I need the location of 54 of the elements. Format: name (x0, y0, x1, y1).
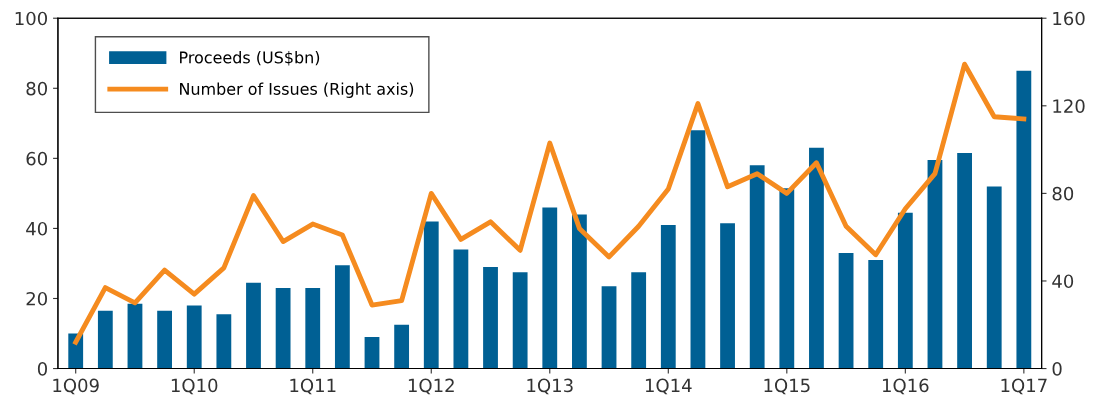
bar (364, 337, 380, 369)
bar (631, 272, 647, 369)
y2-tick-label: 160 (1053, 11, 1085, 26)
bar (97, 310, 113, 369)
bar (394, 324, 410, 369)
bar (572, 214, 587, 369)
x-tick-label: 1Q15 (764, 378, 810, 395)
legend-label: Number of Issues (Right axis) (180, 82, 414, 98)
y-tick-label: 20 (26, 291, 48, 306)
x-tick-label: 1Q10 (171, 378, 218, 395)
bar (957, 153, 972, 369)
bar (838, 252, 854, 369)
bar (246, 282, 261, 369)
legend-label: Proceeds (US$bn) (180, 51, 320, 66)
y2-tick-label: 80 (1052, 186, 1074, 201)
bar (897, 212, 913, 369)
bar (986, 186, 1002, 369)
x-tick-label: 1Q14 (645, 378, 692, 395)
bar (423, 221, 439, 369)
x-tick-label: 1Q09 (53, 378, 99, 395)
y-tick-label: 60 (26, 151, 48, 166)
x-tick-label: 1Q13 (527, 378, 573, 395)
bar (1016, 70, 1032, 369)
y2-tick-label: 40 (1052, 274, 1074, 289)
x-tick-label: 1Q16 (882, 378, 929, 395)
bar (542, 207, 558, 369)
x-tick-label: 1Q11 (290, 378, 336, 395)
bar (186, 305, 202, 369)
x-tick-label: 1Q12 (408, 378, 454, 395)
y-tick-label: 0 (37, 362, 48, 376)
y-tick-label: 80 (26, 81, 48, 96)
y2-tick-label: 0 (1052, 362, 1062, 376)
bar (453, 249, 469, 369)
bar (868, 259, 884, 369)
bar (749, 165, 765, 369)
bar (809, 147, 824, 369)
bar (601, 286, 617, 369)
bar (275, 287, 291, 369)
y-tick-label: 100 (15, 11, 48, 26)
bar (927, 160, 943, 369)
bar (690, 130, 706, 369)
bar (512, 272, 528, 369)
bar (305, 287, 321, 369)
x-tick-label: 1Q17 (1001, 378, 1047, 395)
bar (334, 265, 350, 369)
bar (660, 224, 676, 369)
bar (216, 314, 232, 369)
y-tick-label: 40 (26, 221, 48, 236)
bar (779, 188, 795, 369)
bar (157, 310, 172, 369)
bar (127, 303, 143, 369)
bar (720, 223, 735, 369)
y2-tick-label: 120 (1053, 99, 1085, 113)
bar (483, 266, 498, 369)
